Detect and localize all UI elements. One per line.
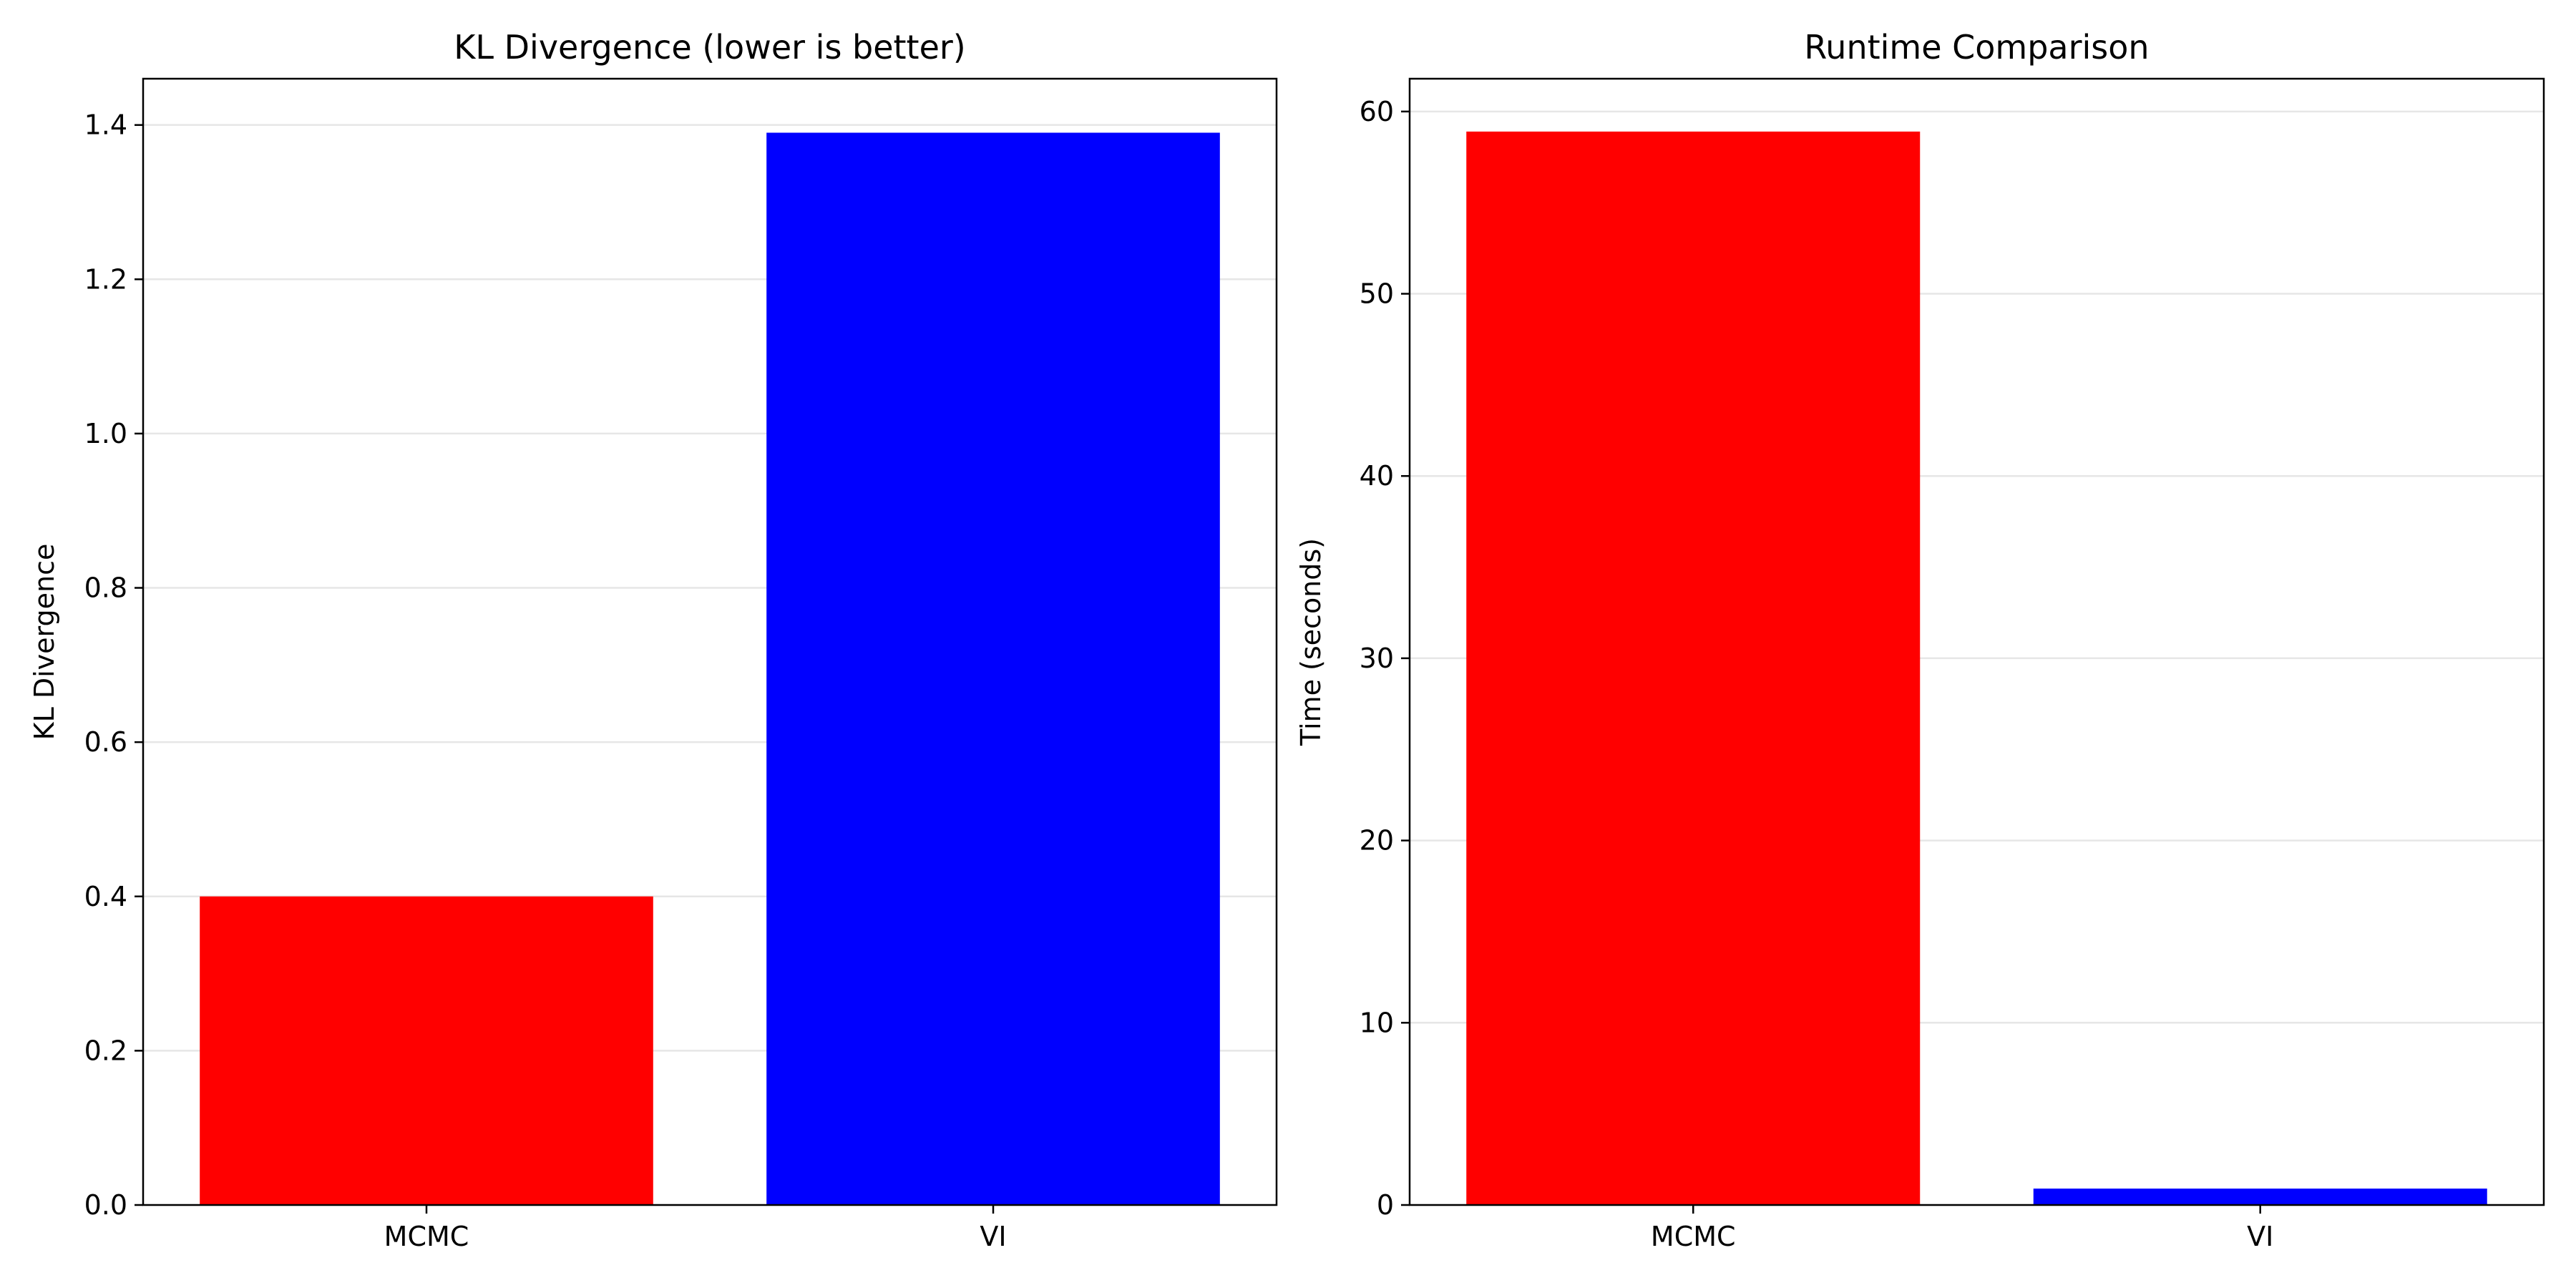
kl-y-tick-label: 1.4 [84,109,127,141]
runtime-y-tick-label: 50 [1360,278,1394,310]
kl-y-axis-label: KL Divergence [29,544,60,741]
runtime-bar-vi [2033,1189,2487,1205]
kl-y-tick-label: 1.2 [84,263,127,295]
kl-x-tick-label: MCMC [384,1221,469,1252]
kl-y-tick-label: 0.2 [84,1035,127,1066]
kl-divergence-chart: 0.0 0.2 0.4 0.6 0.8 1.0 1.2 1.4 MCMC VI KL Diver… [29,28,1278,1252]
kl-x-tick-label: VI [980,1221,1006,1252]
runtime-y-axis-label: Time (seconds) [1295,538,1327,746]
kl-bars [200,132,1220,1205]
runtime-y-tick-label: 60 [1360,96,1394,127]
kl-y-tick-label: 0.8 [84,572,127,604]
runtime-bar-mcmc [1466,131,1921,1205]
runtime-y-axis: 0 10 20 30 40 50 60 [1360,96,1410,1221]
runtime-y-tick-label: 10 [1360,1007,1394,1038]
runtime-x-tick-label: VI [2247,1221,2273,1252]
runtime-y-tick-label: 0 [1377,1189,1394,1221]
runtime-y-tick-label: 30 [1360,643,1394,674]
kl-bar-mcmc [200,896,653,1205]
runtime-x-tick-label: MCMC [1651,1221,1736,1252]
runtime-chart-title: Runtime Comparison [1804,28,2149,67]
runtime-bars [1466,131,2487,1205]
runtime-plot-frame [1408,77,2545,1206]
runtime-y-tick-label: 40 [1360,460,1394,492]
kl-chart-title: KL Divergence (lower is better) [454,28,966,67]
kl-y-tick-label: 0.0 [84,1189,127,1221]
kl-x-axis: MCMC VI [384,1205,1007,1252]
runtime-y-tick-label: 20 [1360,825,1394,857]
kl-bar-vi [766,132,1220,1205]
runtime-x-axis: MCMC VI [1651,1205,2273,1252]
kl-plot-frame [142,77,1278,1206]
kl-y-tick-label: 0.6 [84,726,127,758]
kl-y-axis: 0.0 0.2 0.4 0.6 0.8 1.0 1.2 1.4 [84,109,143,1221]
kl-y-tick-label: 1.0 [84,418,127,449]
kl-y-tick-label: 0.4 [84,881,127,912]
